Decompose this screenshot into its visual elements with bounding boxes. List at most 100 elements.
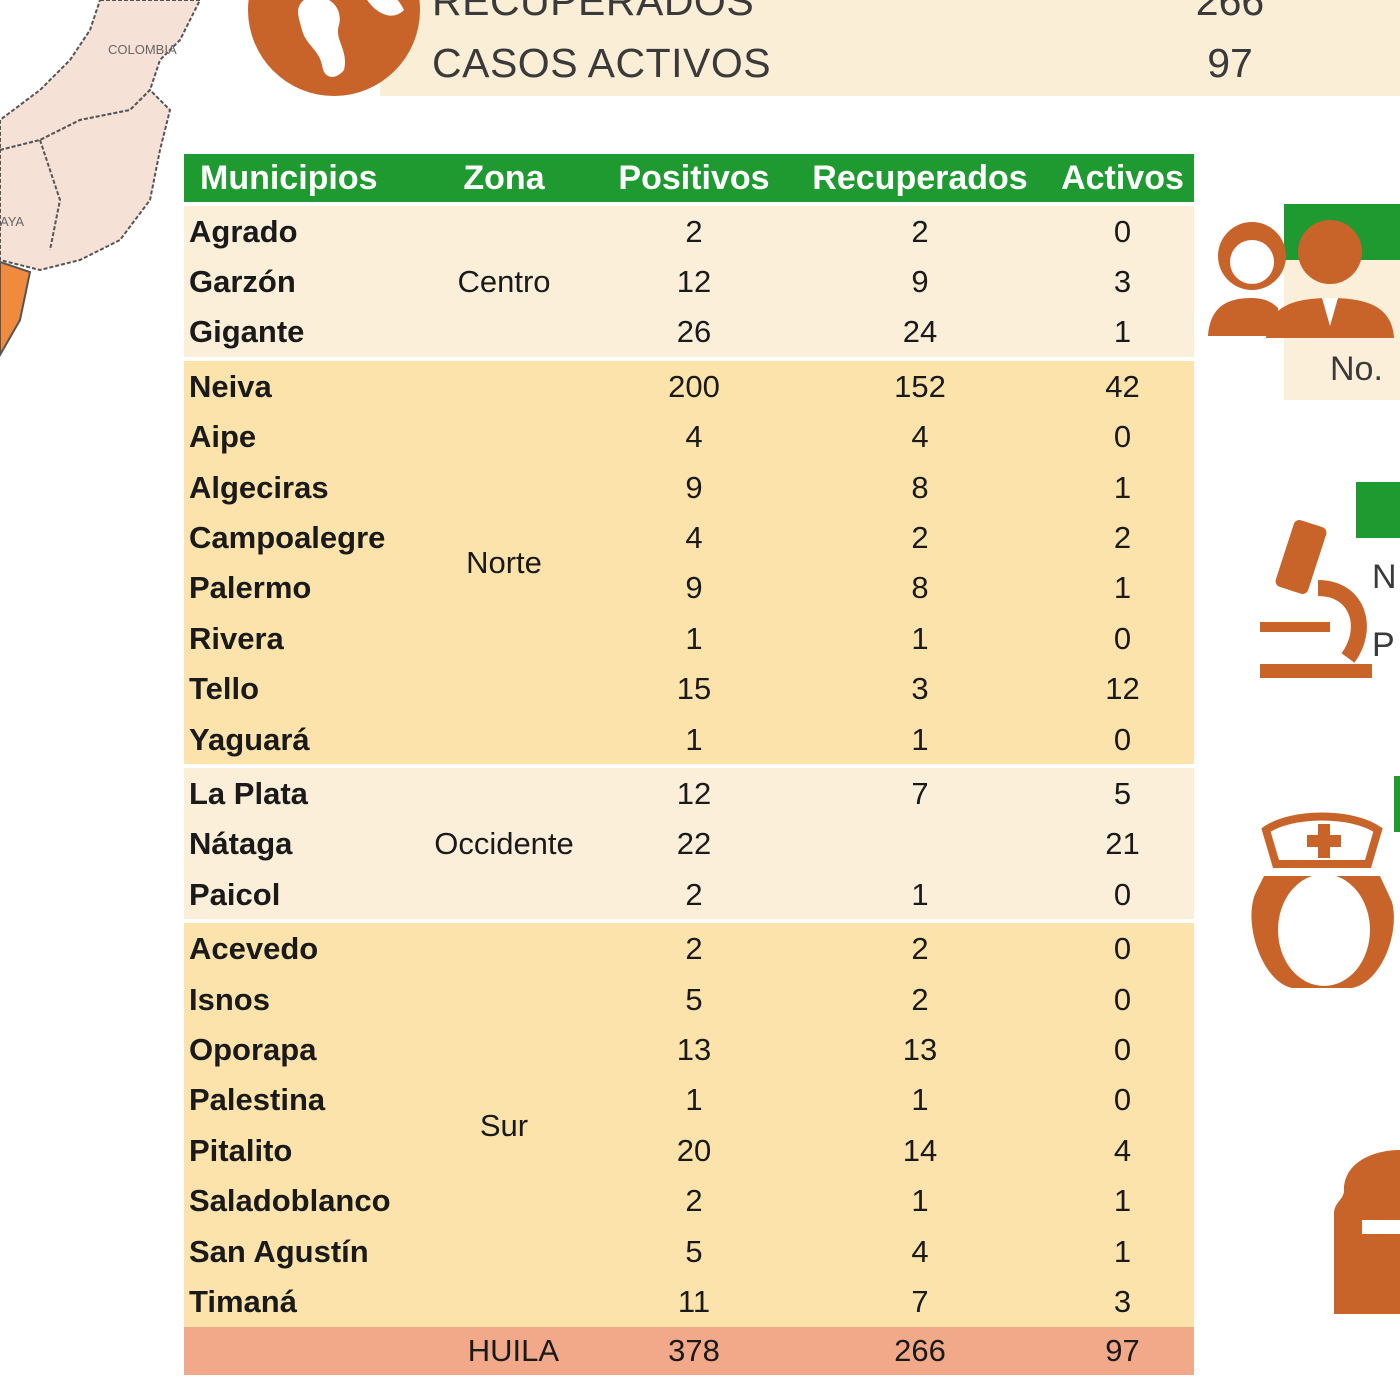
summary-value-recuperados: 266	[1195, 0, 1265, 24]
cell-recuperados: 4	[789, 1225, 1051, 1277]
cell-recuperados: 1	[789, 613, 1051, 664]
cell-positivos: 9	[599, 461, 789, 513]
cell-recuperados: 14	[789, 1125, 1051, 1176]
header-positivos: Positivos	[599, 154, 789, 204]
cell-recuperados: 8	[789, 461, 1051, 513]
cell-positivos: 9	[599, 562, 789, 614]
cell-municipio: Algeciras	[184, 461, 409, 513]
cell-recuperados: 1	[789, 869, 1051, 922]
cell-zona: Norte	[409, 357, 599, 767]
table-row: Rivera 1 1 0	[184, 613, 1194, 664]
cell-recuperados: 1	[789, 1074, 1051, 1126]
cell-positivos: 1	[599, 613, 789, 664]
cell-municipio: Paicol	[184, 869, 409, 922]
cell-positivos: 200	[599, 357, 789, 412]
summary-value-activos: 97	[1207, 40, 1253, 86]
cell-recuperados: 24	[789, 306, 1051, 360]
cell-zona: Centro	[409, 201, 599, 360]
cell-positivos: 22	[599, 818, 789, 870]
cell-positivos: 4	[599, 411, 789, 462]
cell-recuperados: 13	[789, 1024, 1051, 1075]
cell-municipio: Oporapa	[184, 1024, 409, 1075]
cell-municipio: Agrado	[184, 201, 409, 257]
cell-recuperados: 7	[789, 1276, 1051, 1327]
cell-recuperados: 8	[789, 562, 1051, 614]
cell-recuperados: 1	[789, 713, 1051, 767]
table-row: Neiva Norte 200 152 42	[184, 357, 1194, 767]
cell-activos: 1	[1051, 1175, 1194, 1226]
summary-label-activos: CASOS ACTIVOS	[432, 40, 772, 86]
lab-text-2: P	[1372, 626, 1395, 664]
cell-zona: Occidente	[409, 764, 599, 922]
header-zona: Zona	[409, 154, 599, 204]
cell-municipio: San Agustín	[184, 1225, 409, 1277]
map-region-south	[0, 260, 32, 358]
cell-positivos: 4	[599, 512, 789, 563]
nurse-green-bar	[1394, 776, 1400, 832]
header-activos: Activos	[1051, 154, 1194, 204]
cell-recuperados: 4	[789, 411, 1051, 462]
cell-positivos: 1	[599, 1074, 789, 1126]
cell-total-recuperados: 266	[789, 1326, 1051, 1375]
cell-municipio: Acevedo	[184, 919, 409, 974]
table-row: Algeciras 9 8 1	[184, 461, 1194, 513]
cell-activos: 0	[1051, 713, 1194, 767]
cell-activos: 42	[1051, 357, 1194, 412]
map-region-center	[0, 88, 172, 272]
cell-activos: 0	[1051, 1024, 1194, 1075]
cell-activos: 0	[1051, 201, 1194, 257]
cell-municipio: Yaguará	[184, 713, 409, 767]
cell-activos: 0	[1051, 869, 1194, 922]
table-row: Saladoblanco 2 1 1	[184, 1175, 1194, 1226]
cell-municipio: Aipe	[184, 411, 409, 462]
header-recuperados: Recuperados	[789, 154, 1051, 204]
cell-positivos: 11	[599, 1276, 789, 1327]
lab-green-bar	[1356, 482, 1400, 538]
table-total-row: HUILA 378 266 97	[184, 1326, 1194, 1375]
nurse-icon	[1251, 812, 1394, 988]
cell-positivos: 2	[599, 919, 789, 974]
cell-municipio: Saladoblanco	[184, 1175, 409, 1226]
cell-total-positivos: 378	[599, 1326, 789, 1375]
cell-positivos: 13	[599, 1024, 789, 1075]
table-row: Yaguará 1 1 0	[184, 713, 1194, 767]
table-row: Isnos 5 2 0	[184, 973, 1194, 1025]
lab-text-1: N	[1372, 558, 1397, 596]
cell-positivos: 5	[599, 973, 789, 1025]
map-region-outline	[39, 139, 62, 251]
table-row: Timaná 11 7 3	[184, 1276, 1194, 1327]
globe-icon	[248, 0, 420, 96]
cell-activos: 1	[1051, 306, 1194, 360]
table-row: Acevedo Sur 2 2 0	[184, 919, 1194, 1327]
cell-recuperados: 2	[789, 201, 1051, 257]
cell-municipio: Gigante	[184, 306, 409, 360]
table-row: Nátaga 22 21	[184, 818, 1194, 870]
cases-table: Municipios Zona Positivos Recuperados Ac…	[184, 154, 1194, 1375]
cell-municipio: Pitalito	[184, 1125, 409, 1176]
people-icon	[1208, 220, 1394, 338]
cell-activos: 0	[1051, 411, 1194, 462]
cell-municipio: Campoalegre	[184, 512, 409, 563]
summary-label-recuperados: RECUPERADOS	[432, 0, 755, 24]
cell-activos: 0	[1051, 919, 1194, 974]
cell-recuperados: 152	[789, 357, 1051, 412]
cell-municipio: Nátaga	[184, 818, 409, 870]
cell-municipio: Timaná	[184, 1276, 409, 1327]
cell-positivos: 2	[599, 1175, 789, 1226]
cell-activos: 0	[1051, 1074, 1194, 1126]
cell-municipio: Rivera	[184, 613, 409, 664]
cell-recuperados: 3	[789, 663, 1051, 714]
map-label-aya: AYA	[0, 214, 24, 229]
table-row: Tello 15 3 12	[184, 663, 1194, 714]
people-text: No.	[1330, 350, 1383, 388]
cell-recuperados: 1	[789, 1175, 1051, 1226]
cell-activos: 4	[1051, 1125, 1194, 1176]
cell-positivos: 26	[599, 306, 789, 360]
cell-activos: 21	[1051, 818, 1194, 870]
microscope-icon	[1260, 520, 1372, 678]
cell-activos: 1	[1051, 1225, 1194, 1277]
table-row: Gigante 26 24 1	[184, 306, 1194, 360]
cell-municipio: Neiva	[184, 357, 409, 412]
cell-activos: 3	[1051, 256, 1194, 307]
cell-recuperados: 2	[789, 973, 1051, 1025]
